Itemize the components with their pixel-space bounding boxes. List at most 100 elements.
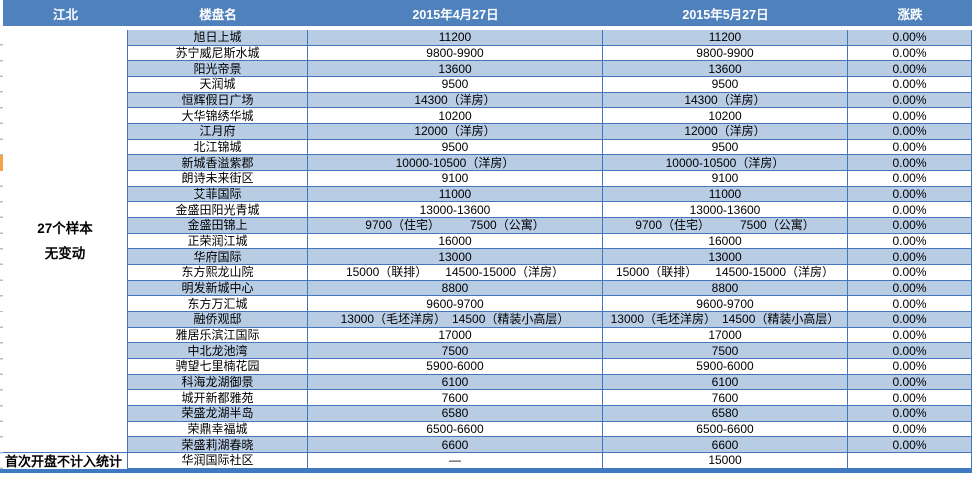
may-price-cell[interactable]: 6580: [603, 406, 848, 422]
change-cell[interactable]: 0.00%: [848, 202, 972, 219]
change-cell[interactable]: 0.00%: [848, 327, 972, 344]
change-cell[interactable]: 0.00%: [848, 296, 972, 313]
property-name-cell[interactable]: 荣鼎幸福城: [128, 421, 308, 438]
may-price-cell[interactable]: 5900-6000: [603, 359, 848, 375]
may-price-cell[interactable]: 10200: [603, 108, 848, 125]
property-name-cell[interactable]: 华府国际: [128, 249, 308, 266]
apr-price-cell[interactable]: 10000-10500（洋房）: [308, 155, 603, 172]
property-name-cell[interactable]: 荣盛莉湖春晓: [128, 437, 308, 454]
change-cell[interactable]: 0.00%: [848, 233, 972, 250]
may-price-cell[interactable]: 15000（联排） 14500-15000（洋房）: [603, 265, 848, 281]
apr-price-cell[interactable]: 13000（毛坯洋房） 14500（精装小高层）: [308, 312, 603, 328]
change-cell[interactable]: 0.00%: [848, 30, 972, 46]
property-name-cell[interactable]: 雅居乐滨江国际: [128, 327, 308, 344]
change-cell[interactable]: 0.00%: [848, 186, 972, 203]
change-cell[interactable]: 0.00%: [848, 390, 972, 407]
apr-price-cell[interactable]: 9600-9700: [308, 296, 603, 313]
apr-price-cell[interactable]: —: [308, 453, 603, 469]
header-date-may[interactable]: 2015年5月27日: [603, 0, 848, 30]
apr-price-cell[interactable]: 9500: [308, 139, 603, 156]
may-price-cell[interactable]: 8800: [603, 280, 848, 297]
change-cell[interactable]: 0.00%: [848, 155, 972, 172]
header-date-apr[interactable]: 2015年4月27日: [308, 0, 603, 30]
may-price-cell[interactable]: 6600: [603, 437, 848, 454]
change-cell[interactable]: [848, 453, 972, 469]
may-price-cell[interactable]: 9500: [603, 139, 848, 156]
apr-price-cell[interactable]: 11000: [308, 186, 603, 203]
header-change[interactable]: 涨跌: [848, 0, 972, 30]
change-cell[interactable]: 0.00%: [848, 437, 972, 454]
may-price-cell[interactable]: 13000-13600: [603, 202, 848, 219]
may-price-cell[interactable]: 11200: [603, 30, 848, 46]
property-name-cell[interactable]: 科海龙湖御景: [128, 374, 308, 391]
change-cell[interactable]: 0.00%: [848, 61, 972, 78]
may-price-cell[interactable]: 7500: [603, 343, 848, 360]
property-name-cell[interactable]: 金盛田锦上: [128, 218, 308, 234]
may-price-cell[interactable]: 7600: [603, 390, 848, 407]
apr-price-cell[interactable]: 7500: [308, 343, 603, 360]
apr-price-cell[interactable]: 6580: [308, 406, 603, 422]
header-region[interactable]: 江北: [3, 0, 128, 30]
apr-price-cell[interactable]: 10200: [308, 108, 603, 125]
apr-price-cell[interactable]: 6100: [308, 374, 603, 391]
change-cell[interactable]: 0.00%: [848, 249, 972, 266]
may-price-cell[interactable]: 9600-9700: [603, 296, 848, 313]
apr-price-cell[interactable]: 9700（住宅） 7500（公寓）: [308, 218, 603, 234]
apr-price-cell[interactable]: 15000（联排） 14500-15000（洋房）: [308, 265, 603, 281]
property-name-cell[interactable]: 城开新都雅苑: [128, 390, 308, 407]
apr-price-cell[interactable]: 11200: [308, 30, 603, 46]
property-name-cell[interactable]: 明发新城中心: [128, 280, 308, 297]
apr-price-cell[interactable]: 9500: [308, 77, 603, 93]
change-cell[interactable]: 0.00%: [848, 312, 972, 328]
apr-price-cell[interactable]: 17000: [308, 327, 603, 344]
may-price-cell[interactable]: 13600: [603, 61, 848, 78]
property-name-cell[interactable]: 融侨观邸: [128, 312, 308, 328]
apr-price-cell[interactable]: 9100: [308, 171, 603, 187]
apr-price-cell[interactable]: 6500-6600: [308, 421, 603, 438]
sample-summary-cell[interactable]: 27个样本 无变动: [3, 30, 128, 454]
property-name-cell[interactable]: 江月府: [128, 124, 308, 140]
may-price-cell[interactable]: 13000（毛坯洋房） 14500（精装小高层）: [603, 312, 848, 328]
property-name-cell[interactable]: 华润国际社区: [128, 453, 308, 469]
apr-price-cell[interactable]: 16000: [308, 233, 603, 250]
property-name-cell[interactable]: 大华锦绣华城: [128, 108, 308, 125]
apr-price-cell[interactable]: 8800: [308, 280, 603, 297]
may-price-cell[interactable]: 16000: [603, 233, 848, 250]
property-name-cell[interactable]: 天润城: [128, 77, 308, 93]
property-name-cell[interactable]: 金盛田阳光青城: [128, 202, 308, 219]
change-cell[interactable]: 0.00%: [848, 421, 972, 438]
change-cell[interactable]: 0.00%: [848, 343, 972, 360]
may-price-cell[interactable]: 9100: [603, 171, 848, 187]
property-name-cell[interactable]: 东方万汇城: [128, 296, 308, 313]
change-cell[interactable]: 0.00%: [848, 108, 972, 125]
footnote-cell[interactable]: 首次开盘不计入统计: [3, 453, 128, 469]
header-property-name[interactable]: 楼盘名: [128, 0, 308, 30]
change-cell[interactable]: 0.00%: [848, 92, 972, 109]
apr-price-cell[interactable]: 9800-9900: [308, 45, 603, 62]
property-name-cell[interactable]: 中北龙池湾: [128, 343, 308, 360]
change-cell[interactable]: 0.00%: [848, 139, 972, 156]
property-name-cell[interactable]: 东方熙龙山院: [128, 265, 308, 281]
apr-price-cell[interactable]: 13600: [308, 61, 603, 78]
may-price-cell[interactable]: 12000（洋房）: [603, 124, 848, 140]
apr-price-cell[interactable]: 12000（洋房）: [308, 124, 603, 140]
property-name-cell[interactable]: 正荣润江城: [128, 233, 308, 250]
may-price-cell[interactable]: 9700（住宅） 7500（公寓）: [603, 218, 848, 234]
change-cell[interactable]: 0.00%: [848, 77, 972, 93]
may-price-cell[interactable]: 6100: [603, 374, 848, 391]
property-name-cell[interactable]: 苏宁威尼斯水城: [128, 45, 308, 62]
property-name-cell[interactable]: 荣盛龙湖半岛: [128, 406, 308, 422]
may-price-cell[interactable]: 17000: [603, 327, 848, 344]
apr-price-cell[interactable]: 6600: [308, 437, 603, 454]
may-price-cell[interactable]: 9800-9900: [603, 45, 848, 62]
apr-price-cell[interactable]: 7600: [308, 390, 603, 407]
apr-price-cell[interactable]: 13000-13600: [308, 202, 603, 219]
property-name-cell[interactable]: 骋望七里楠花园: [128, 359, 308, 375]
property-name-cell[interactable]: 朗诗未来街区: [128, 171, 308, 187]
may-price-cell[interactable]: 9500: [603, 77, 848, 93]
property-name-cell[interactable]: 北江锦城: [128, 139, 308, 156]
change-cell[interactable]: 0.00%: [848, 374, 972, 391]
change-cell[interactable]: 0.00%: [848, 171, 972, 187]
may-price-cell[interactable]: 14300（洋房）: [603, 92, 848, 109]
apr-price-cell[interactable]: 14300（洋房）: [308, 92, 603, 109]
